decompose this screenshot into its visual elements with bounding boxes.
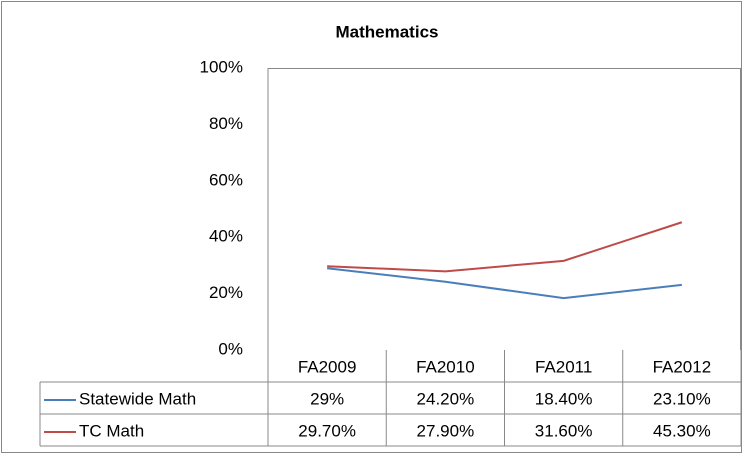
table-value: 31.60% [535, 421, 593, 440]
legend-label: Statewide Math [79, 389, 196, 408]
plot-frame [267, 68, 741, 350]
y-tick-label: 0% [218, 339, 243, 358]
legend-label: TC Math [79, 421, 144, 440]
y-tick-label: 100% [200, 57, 243, 76]
table-value: 27.90% [417, 421, 475, 440]
y-tick-label: 20% [209, 283, 243, 302]
x-tick-label: FA2010 [416, 357, 475, 376]
table-value: 24.20% [417, 389, 475, 408]
series-line [327, 221, 683, 273]
chart-title: Mathematics [336, 22, 439, 41]
x-tick-label: FA2011 [535, 357, 592, 376]
y-tick-label: 40% [209, 227, 243, 246]
x-tick-label: FA2009 [298, 357, 357, 376]
table-value: 29% [310, 389, 344, 408]
y-tick-label: 60% [209, 170, 243, 189]
table-value: 45.30% [653, 421, 711, 440]
table-value: 18.40% [535, 389, 593, 408]
series-line [327, 267, 682, 300]
table-value: 29.70% [298, 421, 356, 440]
x-tick-label: FA2012 [653, 357, 712, 376]
y-tick-label: 80% [209, 114, 243, 133]
table-value: 23.10% [653, 389, 711, 408]
